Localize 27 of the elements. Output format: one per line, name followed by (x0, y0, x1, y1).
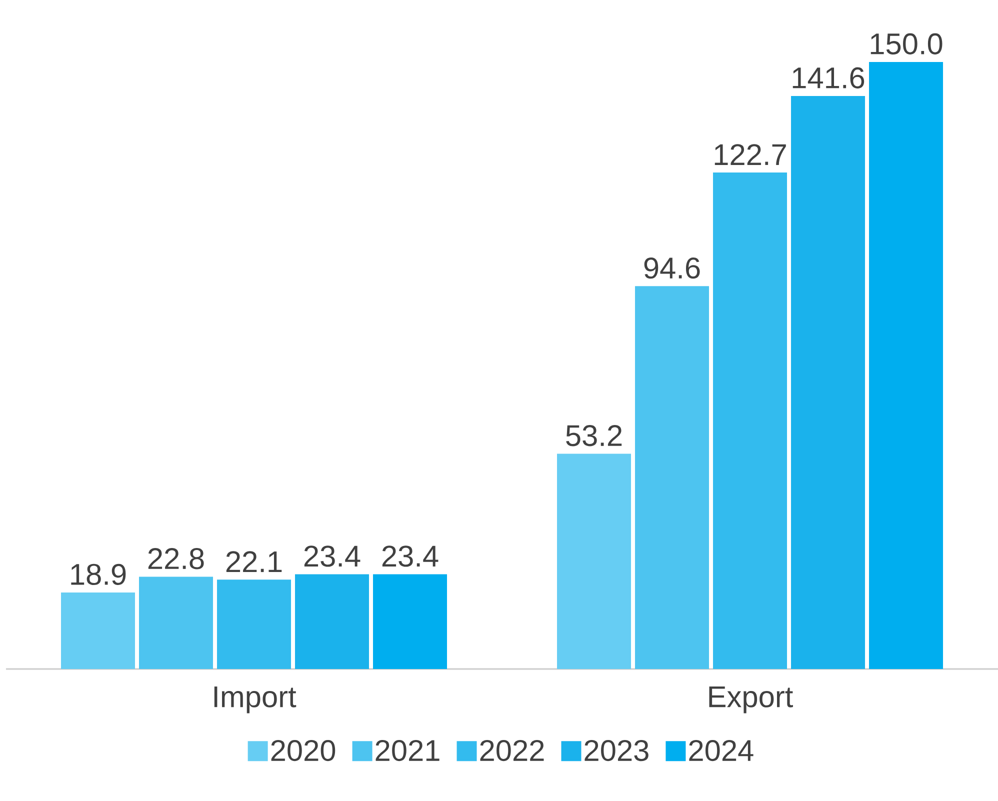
bar (139, 576, 214, 669)
legend-label: 2021 (376, 740, 440, 762)
legend-label: 2023 (584, 740, 648, 762)
data-label: 94.6 (644, 257, 700, 279)
data-label: 22.8 (148, 548, 204, 570)
legend-label: 2024 (689, 740, 754, 762)
data-label: 23.4 (304, 546, 360, 567)
data-label: 150.0 (870, 33, 942, 54)
data-label: 18.9 (71, 564, 126, 586)
bar (557, 454, 632, 669)
data-label: 22.1 (226, 551, 282, 572)
bar (373, 574, 448, 669)
bar (869, 62, 944, 669)
bar (217, 580, 292, 669)
bar (61, 592, 135, 669)
x-tick-label: Export (709, 686, 793, 714)
bar (791, 96, 866, 669)
data-label: 141.6 (792, 67, 864, 88)
bar (713, 172, 788, 669)
bar (635, 286, 710, 669)
x-tick-label: Import (214, 686, 296, 714)
legend-label: 2020 (271, 740, 336, 762)
bar (295, 574, 370, 669)
data-label: 53.2 (566, 425, 622, 446)
data-label: 23.4 (382, 546, 438, 567)
legend-label: 2022 (480, 740, 544, 762)
data-label: 122.7 (714, 144, 786, 165)
